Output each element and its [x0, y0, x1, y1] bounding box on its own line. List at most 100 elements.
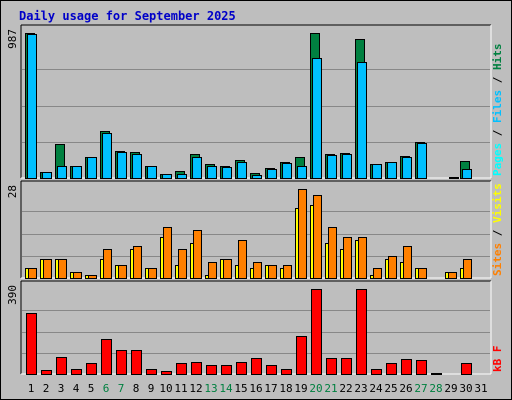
day-label-11: 11 [174, 382, 187, 395]
bar-files-day-21 [327, 155, 337, 179]
bar-kb-f-day-1 [26, 313, 37, 375]
bar-kb-f-day-19 [296, 336, 307, 375]
day-label-21: 21 [324, 382, 337, 395]
legend-item-slash: / [491, 229, 504, 243]
panel-sites [21, 181, 491, 278]
bar-sites-day-2 [43, 259, 52, 279]
bar-files-day-22 [342, 154, 352, 179]
bar-kb-f-day-10 [161, 371, 172, 375]
bar-kb-f-day-20 [311, 289, 322, 375]
bar-kb-f-day-12 [191, 362, 202, 375]
bar-files-day-23 [357, 62, 367, 179]
bar-sites-day-24 [373, 268, 382, 279]
day-label-15: 15 [234, 382, 247, 395]
legend-item-slash: / [491, 129, 504, 143]
bar-files-day-7 [117, 152, 127, 179]
day-label-12: 12 [189, 382, 202, 395]
bar-kb-f-day-8 [131, 350, 142, 375]
day-label-7: 7 [118, 382, 125, 395]
ymax-label-sites: 28 [6, 185, 19, 198]
bar-files-day-15 [237, 162, 247, 179]
bar-sites-day-19 [298, 189, 307, 279]
bar-sites-day-1 [28, 268, 37, 279]
bar-files-day-19 [297, 166, 307, 179]
bar-kb-f-day-28 [431, 373, 442, 375]
ymax-label-kb: 390 [6, 285, 19, 305]
day-label-18: 18 [279, 382, 292, 395]
legend-item-pages: Pages [491, 143, 504, 176]
bar-files-day-27 [417, 143, 427, 179]
bar-sites-day-5 [88, 275, 97, 279]
bar-sites-day-10 [163, 227, 172, 279]
bar-sites-day-22 [343, 237, 352, 279]
day-label-19: 19 [294, 382, 307, 395]
bar-sites-day-15 [238, 240, 247, 279]
bar-files-day-12 [192, 157, 202, 179]
legend-hits: Pages / Files / Hits [491, 44, 504, 177]
bar-kb-f-day-5 [86, 363, 97, 375]
day-label-10: 10 [159, 382, 172, 395]
bar-sites-day-27 [418, 268, 427, 279]
day-label-27: 27 [414, 382, 427, 395]
bar-kb-f-day-7 [116, 350, 127, 375]
bar-sites-day-17 [268, 265, 277, 279]
bar-files-day-26 [402, 157, 412, 179]
bar-sites-day-4 [73, 272, 82, 279]
legend-item-kb: kB [491, 358, 504, 372]
bar-sites-day-3 [58, 259, 67, 279]
day-label-16: 16 [249, 382, 262, 395]
bar-files-day-30 [462, 169, 472, 179]
bar-sites-day-29 [448, 272, 457, 279]
bar-kb-f-day-14 [221, 365, 232, 375]
bar-kb-f-day-25 [386, 363, 397, 375]
legend-sites: Sites / Visits [491, 183, 504, 276]
bar-sites-day-20 [313, 195, 322, 279]
bar-sites-day-25 [388, 256, 397, 279]
day-label-4: 4 [73, 382, 80, 395]
day-label-25: 25 [384, 382, 397, 395]
bar-kb-f-day-22 [341, 358, 352, 375]
bar-files-day-11 [177, 174, 187, 179]
bar-sites-day-13 [208, 262, 217, 279]
bar-files-day-8 [132, 154, 142, 179]
bar-kb-f-day-3 [56, 357, 67, 375]
bar-files-day-13 [207, 166, 217, 179]
bar-kb-f-day-11 [176, 363, 187, 375]
day-label-23: 23 [354, 382, 367, 395]
bar-kb-f-day-27 [416, 360, 427, 375]
bar-sites-day-18 [283, 265, 292, 279]
bar-files-day-5 [87, 157, 97, 179]
bar-kb-f-day-30 [461, 363, 472, 375]
bar-kb-f-day-4 [71, 369, 82, 375]
bar-sites-day-30 [463, 259, 472, 279]
day-label-5: 5 [88, 382, 95, 395]
day-label-6: 6 [103, 382, 110, 395]
bar-kb-f-day-24 [371, 369, 382, 375]
bar-sites-day-9 [148, 268, 157, 279]
day-label-3: 3 [58, 382, 65, 395]
day-label-13: 13 [204, 382, 217, 395]
bar-files-day-18 [282, 163, 292, 179]
bar-sites-day-16 [253, 262, 262, 279]
legend-item-files: Files [491, 90, 504, 130]
legend-item-slash: / [491, 76, 504, 90]
day-label-8: 8 [133, 382, 140, 395]
bar-files-day-2 [42, 172, 52, 179]
day-label-28: 28 [429, 382, 442, 395]
bar-files-day-25 [387, 162, 397, 179]
bar-kb-f-day-15 [236, 362, 247, 375]
bar-kb-f-day-18 [281, 369, 292, 375]
bar-files-day-24 [372, 164, 382, 179]
legend-kb: kB F [491, 346, 504, 373]
day-label-31: 31 [474, 382, 487, 395]
day-label-20: 20 [309, 382, 322, 395]
bar-sites-day-21 [328, 227, 337, 279]
bar-files-day-14 [222, 167, 232, 179]
chart-title: Daily usage for September 2025 [19, 9, 236, 23]
bar-files-day-20 [312, 58, 322, 179]
day-label-22: 22 [339, 382, 352, 395]
panel-hits [21, 25, 491, 178]
bar-files-day-1 [27, 34, 37, 179]
bar-kb-f-day-9 [146, 369, 157, 375]
